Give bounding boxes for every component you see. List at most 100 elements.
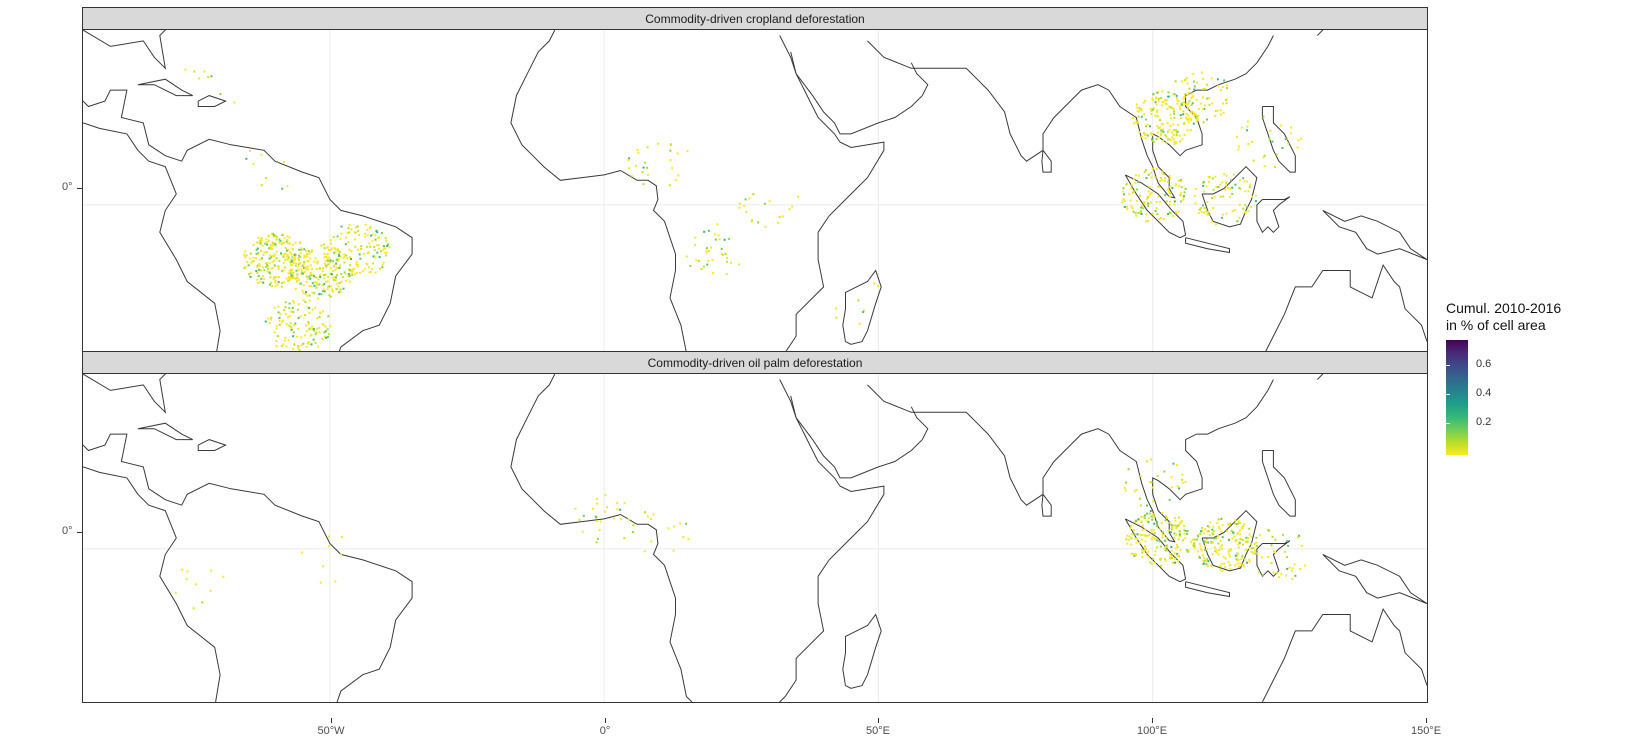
- deforestation-cell: [306, 294, 309, 297]
- deforestation-cell: [1210, 77, 1213, 80]
- deforestation-cell: [294, 253, 297, 256]
- deforestation-cell: [1203, 211, 1205, 214]
- deforestation-cell: [1235, 135, 1238, 138]
- deforestation-cell: [1223, 566, 1226, 569]
- deforestation-cell: [1180, 180, 1183, 183]
- deforestation-cell: [1237, 520, 1240, 523]
- deforestation-cell: [616, 502, 619, 504]
- deforestation-cell: [270, 232, 273, 235]
- deforestation-cell: [305, 346, 308, 349]
- deforestation-cell: [1137, 110, 1140, 113]
- deforestation-cell: [1159, 119, 1161, 122]
- deforestation-cell: [1154, 550, 1157, 553]
- deforestation-cell: [1202, 532, 1205, 535]
- deforestation-cell: [1166, 107, 1169, 110]
- deforestation-cell: [1123, 487, 1126, 489]
- deforestation-cell: [1146, 552, 1149, 555]
- deforestation-cell: [258, 241, 261, 244]
- coastline: [1261, 106, 1296, 173]
- deforestation-cell: [1157, 100, 1160, 103]
- deforestation-cell: [1217, 542, 1220, 545]
- deforestation-cell: [1168, 211, 1171, 214]
- deforestation-cell: [1172, 93, 1175, 96]
- coastline: [1322, 209, 1427, 261]
- deforestation-cell: [271, 242, 274, 245]
- deforestation-cell: [858, 322, 861, 325]
- deforestation-cell: [291, 307, 294, 309]
- deforestation-cell: [325, 336, 328, 339]
- deforestation-cell: [1272, 571, 1275, 574]
- deforestation-cell: [1167, 95, 1170, 98]
- deforestation-cell: [1155, 97, 1158, 100]
- deforestation-cell: [1166, 549, 1168, 552]
- deforestation-cell: [643, 161, 646, 164]
- deforestation-cell: [273, 331, 276, 334]
- deforestation-cell: [1186, 93, 1189, 96]
- deforestation-cell: [1175, 183, 1177, 186]
- deforestation-cell: [337, 285, 340, 288]
- deforestation-cell: [1233, 209, 1236, 212]
- deforestation-cell: [1232, 532, 1235, 535]
- deforestation-cell: [331, 247, 333, 250]
- deforestation-cell: [313, 329, 316, 332]
- deforestation-cell: [285, 345, 288, 348]
- deforestation-cell: [321, 270, 324, 273]
- deforestation-cell: [252, 256, 255, 259]
- deforestation-cell: [1216, 534, 1219, 537]
- deforestation-cell: [1285, 574, 1287, 577]
- coastline: [1316, 30, 1324, 36]
- deforestation-cell: [1162, 173, 1165, 176]
- deforestation-cell: [272, 234, 275, 237]
- deforestation-cell: [1200, 210, 1203, 213]
- deforestation-cell: [1159, 201, 1161, 204]
- deforestation-cell: [195, 583, 198, 586]
- deforestation-cell: [1151, 133, 1154, 136]
- deforestation-cell: [1221, 536, 1224, 539]
- deforestation-cell: [1179, 114, 1182, 117]
- deforestation-cell: [1141, 551, 1144, 554]
- deforestation-cell: [324, 325, 327, 328]
- deforestation-cell: [304, 293, 307, 295]
- deforestation-cell: [1170, 554, 1173, 557]
- deforestation-cell: [273, 264, 276, 267]
- deforestation-cell: [357, 230, 360, 232]
- deforestation-cell: [1291, 567, 1294, 570]
- deforestation-cell: [694, 244, 697, 246]
- deforestation-cell: [1140, 109, 1143, 112]
- deforestation-cell: [336, 274, 339, 276]
- deforestation-cluster: [1235, 115, 1302, 169]
- deforestation-cell: [1258, 571, 1260, 574]
- deforestation-cell: [1134, 212, 1137, 215]
- deforestation-cell: [287, 242, 290, 245]
- deforestation-cell: [1156, 213, 1159, 215]
- deforestation-cell: [1187, 102, 1190, 105]
- deforestation-cell: [290, 271, 293, 274]
- deforestation-cell: [1131, 207, 1134, 210]
- deforestation-cell: [1144, 547, 1147, 550]
- deforestation-cell: [1261, 574, 1264, 577]
- deforestation-cell: [1243, 211, 1246, 214]
- deforestation-cell: [385, 254, 387, 257]
- deforestation-cell: [366, 234, 369, 237]
- deforestation-cell: [184, 68, 187, 71]
- deforestation-cell: [1150, 531, 1153, 534]
- deforestation-cell: [311, 268, 313, 271]
- deforestation-cell: [274, 234, 277, 237]
- deforestation-cell: [1155, 96, 1158, 99]
- deforestation-cell: [263, 278, 266, 281]
- deforestation-cell: [266, 265, 269, 268]
- deforestation-cell: [244, 265, 247, 268]
- deforestation-cell: [1237, 558, 1240, 561]
- coastline: [510, 30, 556, 123]
- deforestation-cell: [1250, 205, 1253, 208]
- deforestation-cell: [256, 253, 259, 256]
- deforestation-cell: [668, 184, 671, 187]
- deforestation-cell: [1222, 102, 1224, 105]
- deforestation-cell: [294, 255, 297, 258]
- deforestation-cell: [347, 268, 350, 271]
- deforestation-cell: [266, 263, 269, 266]
- deforestation-cell: [1137, 212, 1140, 214]
- legend-tickmark-06: [1446, 365, 1450, 366]
- deforestation-cell: [1152, 500, 1155, 503]
- deforestation-cell: [1175, 533, 1178, 536]
